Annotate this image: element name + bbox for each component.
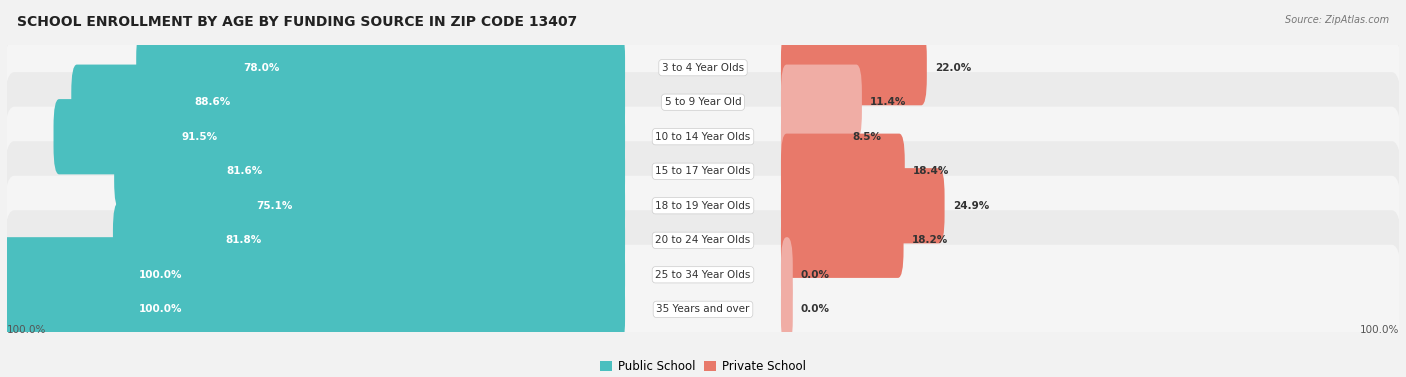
Text: 15 to 17 Year Olds: 15 to 17 Year Olds <box>655 166 751 176</box>
FancyBboxPatch shape <box>4 176 1402 305</box>
Text: 81.6%: 81.6% <box>226 166 263 176</box>
FancyBboxPatch shape <box>780 237 793 313</box>
Text: 81.8%: 81.8% <box>225 235 262 245</box>
FancyBboxPatch shape <box>780 168 945 244</box>
Text: 18.4%: 18.4% <box>912 166 949 176</box>
FancyBboxPatch shape <box>1 237 626 313</box>
Text: 25 to 34 Year Olds: 25 to 34 Year Olds <box>655 270 751 280</box>
FancyBboxPatch shape <box>1 272 626 347</box>
Text: 22.0%: 22.0% <box>935 63 972 73</box>
Text: SCHOOL ENROLLMENT BY AGE BY FUNDING SOURCE IN ZIP CODE 13407: SCHOOL ENROLLMENT BY AGE BY FUNDING SOUR… <box>17 15 576 29</box>
FancyBboxPatch shape <box>4 210 1402 339</box>
Text: 0.0%: 0.0% <box>800 304 830 314</box>
FancyBboxPatch shape <box>114 133 626 209</box>
Text: 5 to 9 Year Old: 5 to 9 Year Old <box>665 97 741 107</box>
Text: 0.0%: 0.0% <box>800 270 830 280</box>
Text: 20 to 24 Year Olds: 20 to 24 Year Olds <box>655 235 751 245</box>
Text: 10 to 14 Year Olds: 10 to 14 Year Olds <box>655 132 751 142</box>
Text: 18 to 19 Year Olds: 18 to 19 Year Olds <box>655 201 751 211</box>
Text: 100.0%: 100.0% <box>1360 325 1399 335</box>
FancyBboxPatch shape <box>780 99 844 174</box>
FancyBboxPatch shape <box>155 168 626 244</box>
FancyBboxPatch shape <box>4 245 1402 374</box>
FancyBboxPatch shape <box>780 30 927 105</box>
Text: 91.5%: 91.5% <box>181 132 218 142</box>
FancyBboxPatch shape <box>4 141 1402 270</box>
Text: 35 Years and over: 35 Years and over <box>657 304 749 314</box>
Text: 100.0%: 100.0% <box>138 304 181 314</box>
Text: 100.0%: 100.0% <box>138 270 181 280</box>
FancyBboxPatch shape <box>72 64 626 140</box>
FancyBboxPatch shape <box>4 38 1402 167</box>
FancyBboxPatch shape <box>136 30 626 105</box>
Text: Source: ZipAtlas.com: Source: ZipAtlas.com <box>1285 15 1389 25</box>
FancyBboxPatch shape <box>112 203 626 278</box>
FancyBboxPatch shape <box>780 133 905 209</box>
Text: 8.5%: 8.5% <box>852 132 882 142</box>
Text: 24.9%: 24.9% <box>953 201 990 211</box>
FancyBboxPatch shape <box>780 203 904 278</box>
FancyBboxPatch shape <box>780 272 793 347</box>
FancyBboxPatch shape <box>780 64 862 140</box>
Text: 11.4%: 11.4% <box>870 97 907 107</box>
Text: 18.2%: 18.2% <box>912 235 948 245</box>
FancyBboxPatch shape <box>4 72 1402 201</box>
Text: 75.1%: 75.1% <box>256 201 292 211</box>
Text: 78.0%: 78.0% <box>243 63 280 73</box>
Text: 3 to 4 Year Olds: 3 to 4 Year Olds <box>662 63 744 73</box>
FancyBboxPatch shape <box>4 107 1402 236</box>
Legend: Public School, Private School: Public School, Private School <box>595 355 811 377</box>
FancyBboxPatch shape <box>4 3 1402 132</box>
FancyBboxPatch shape <box>53 99 626 174</box>
Text: 100.0%: 100.0% <box>7 325 46 335</box>
Text: 88.6%: 88.6% <box>194 97 231 107</box>
